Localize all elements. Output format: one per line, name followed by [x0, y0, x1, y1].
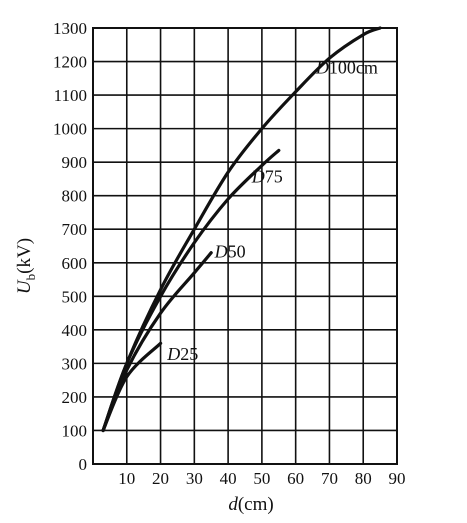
series-label-var: D	[251, 166, 265, 186]
y-tick-label: 300	[62, 354, 88, 373]
y-tick-label: 1100	[54, 86, 87, 105]
series-label-d50: D50	[214, 242, 246, 262]
x-tick-label: 30	[186, 469, 203, 488]
x-axis-var: d	[228, 494, 238, 515]
y-tick-label: 500	[62, 287, 88, 306]
series-line-d75	[101, 148, 281, 433]
series-lines	[101, 26, 382, 433]
series-label-var: D	[166, 344, 180, 364]
x-axis-unit: (cm)	[238, 494, 274, 515]
series-label-d25: D25	[166, 344, 198, 364]
x-tick-label: 40	[220, 469, 237, 488]
y-tick-label: 900	[62, 153, 88, 172]
y-tick-label: 1200	[53, 53, 87, 72]
x-tick-label: 80	[355, 469, 372, 488]
x-tick-label: 50	[253, 469, 270, 488]
series-label-d75: D75	[251, 166, 283, 186]
series-label-rest: 50	[228, 242, 246, 262]
y-axis-var: U	[14, 279, 35, 294]
y-tick-label: 400	[62, 321, 88, 340]
x-tick-label: 90	[389, 469, 406, 488]
plot-frame	[92, 27, 398, 465]
y-axis-label: Ub(kV)	[14, 238, 38, 294]
y-tick-label: 700	[62, 220, 88, 239]
series-label-rest: 100cm	[329, 57, 378, 77]
series-label-var: D	[214, 242, 228, 262]
y-tick-label: 200	[62, 388, 88, 407]
y-tick-label: 1300	[53, 19, 87, 38]
y-axis-unit: (kV)	[14, 238, 35, 274]
x-tick-label: 70	[321, 469, 338, 488]
y-tick-label: 1000	[53, 120, 87, 139]
y-tick-label: 100	[62, 421, 88, 440]
x-tick-label: 60	[287, 469, 304, 488]
x-tick-label: 10	[118, 469, 135, 488]
x-axis-label: d(cm)	[228, 494, 273, 515]
y-tick-label: 0	[79, 455, 88, 474]
y-axis-subscript: b	[23, 274, 38, 281]
series-label-rest: 25	[180, 344, 198, 364]
x-tick-labels: 10 20 30 40 50 60 70 80 90	[118, 469, 405, 488]
series-label-var: D	[315, 57, 329, 77]
y-tick-labels: 0 100 200 300 400 500 600 700 800 900 1000 1100 1200…	[53, 19, 87, 474]
series-line-d25	[101, 341, 163, 433]
y-tick-label: 800	[62, 187, 88, 206]
x-tick-label: 20	[152, 469, 169, 488]
series-label-rest: 75	[265, 166, 283, 186]
series-label-d100cm: D100cm	[315, 57, 378, 77]
y-tick-label: 600	[62, 254, 88, 273]
